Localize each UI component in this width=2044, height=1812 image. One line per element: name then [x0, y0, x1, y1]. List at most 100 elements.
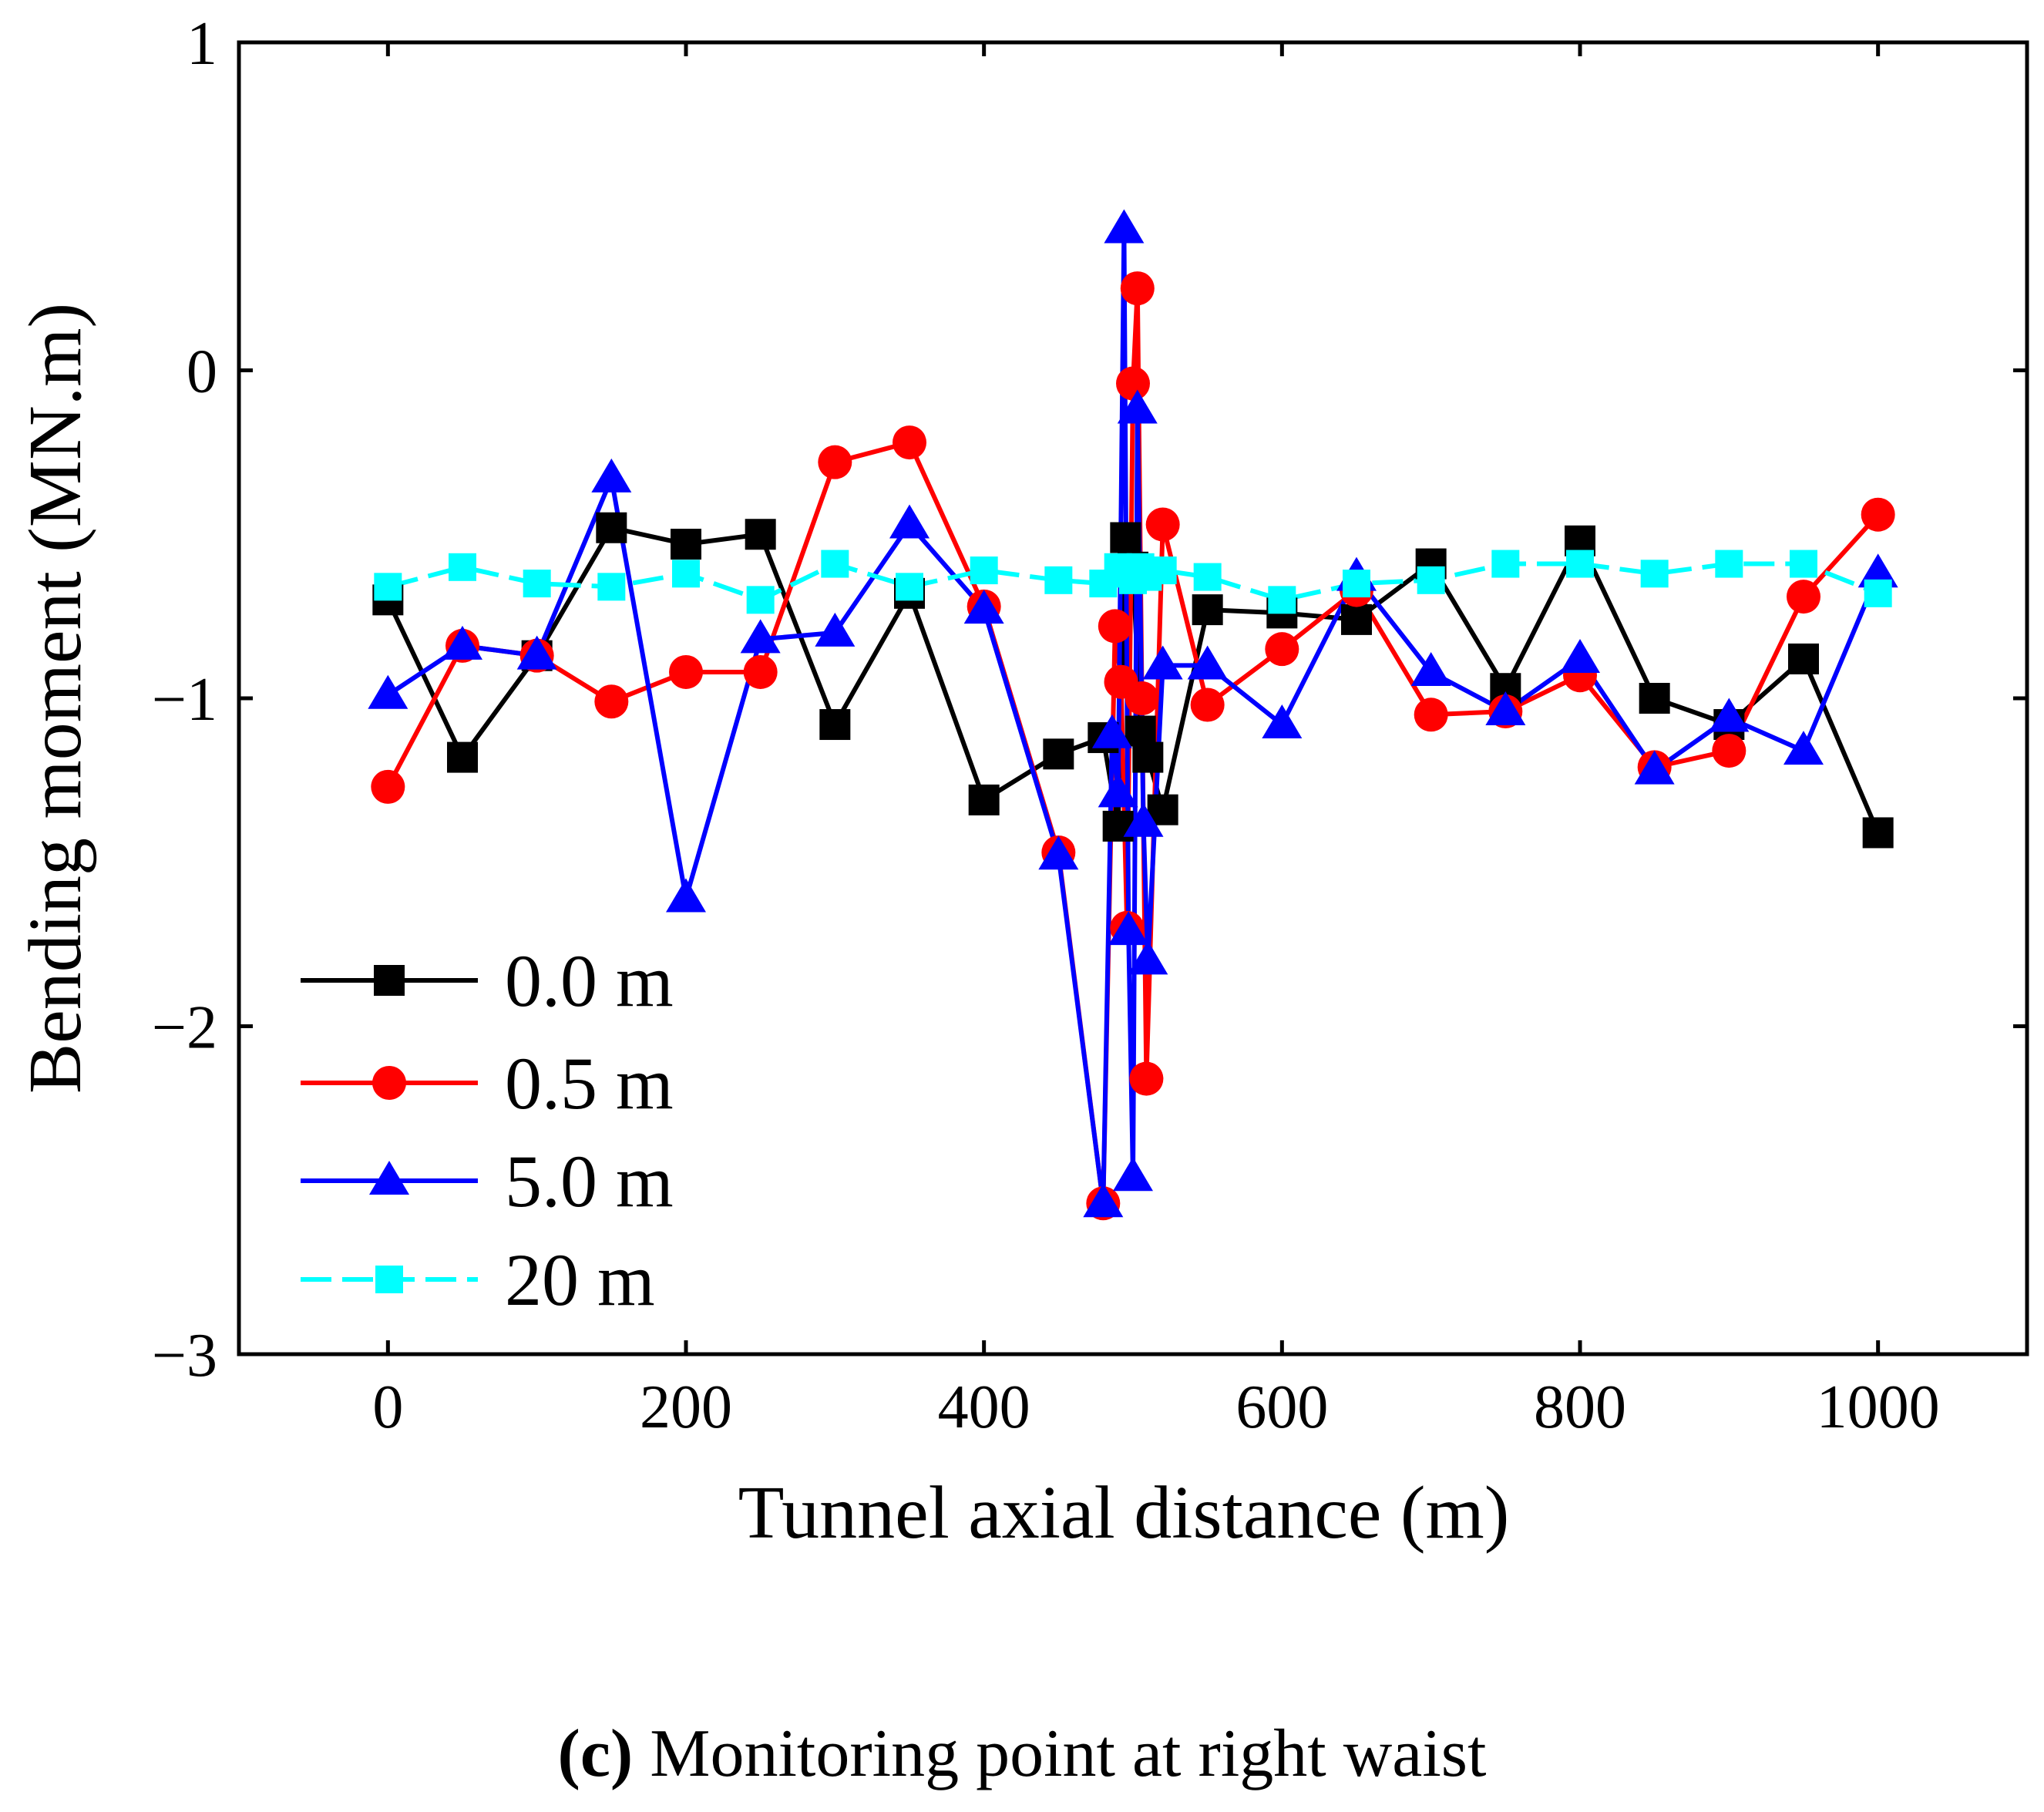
series-2-point-7 — [889, 504, 930, 539]
series-1-point-15 — [1120, 271, 1155, 306]
series-3-point-23 — [1640, 560, 1669, 588]
series-2-point-2 — [516, 635, 557, 670]
series-2-point-11 — [1091, 714, 1132, 748]
series-0-point-14 — [1125, 715, 1156, 747]
series-1-point-27 — [1787, 580, 1820, 614]
series-markers — [368, 209, 1898, 1221]
legend-marker-0 — [374, 965, 405, 996]
series-1-point-28 — [1861, 497, 1895, 532]
series-3-point-22 — [1566, 550, 1594, 578]
y-tick-label-3: 0 — [187, 338, 217, 406]
series-3-point-24 — [1715, 550, 1743, 578]
series-2-point-0 — [368, 674, 408, 709]
series-1-point-3 — [594, 684, 629, 719]
series-line-3 — [387, 561, 1879, 603]
series-1-point-6 — [818, 445, 852, 479]
series-3-point-26 — [1864, 579, 1892, 607]
legend-marker-1 — [372, 1066, 406, 1100]
series-3-point-17 — [1193, 563, 1222, 591]
series-2-point-16 — [1117, 389, 1158, 424]
x-tick-label-2: 400 — [938, 1373, 1030, 1441]
series-1-point-22 — [1414, 698, 1448, 732]
series-3-point-0 — [374, 573, 402, 601]
series-3-point-4 — [672, 560, 700, 588]
series-0-point-25 — [1788, 643, 1819, 674]
series-1-point-20 — [1265, 632, 1299, 667]
series-0-point-5 — [745, 519, 776, 550]
x-tick-label-4: 800 — [1534, 1373, 1626, 1441]
series-1-point-5 — [743, 654, 778, 689]
series-2-point-26 — [1634, 750, 1675, 785]
legend-label-2: 5.0 m — [505, 1140, 674, 1222]
series-2-point-12 — [1098, 773, 1138, 808]
legend-entry-1: 0.5 m — [301, 1042, 674, 1125]
series-2-point-8 — [963, 590, 1004, 624]
series-2-point-18 — [1128, 940, 1168, 975]
y-tick-label-0: −3 — [152, 1322, 217, 1390]
series-3-point-16 — [1148, 556, 1177, 585]
series-1-point-18 — [1145, 507, 1180, 542]
series-0-point-12 — [1110, 522, 1141, 553]
series-0-point-6 — [819, 709, 851, 741]
series-1-point-16 — [1125, 681, 1159, 715]
series-1-point-0 — [371, 769, 405, 804]
series-3-point-8 — [970, 556, 998, 585]
series-0-point-8 — [968, 784, 1000, 815]
series-0-point-9 — [1043, 738, 1074, 770]
series-2-point-24 — [1485, 691, 1526, 726]
series-0-point-1 — [447, 741, 478, 773]
series-0-point-17 — [1192, 594, 1223, 626]
legend-label-3: 20 m — [505, 1239, 655, 1321]
series-3-point-18 — [1268, 586, 1296, 614]
axis-ticks: 0 200 400 600 800 1000 −3 −2 −1 0 1 — [152, 10, 2027, 1441]
caption-text: Monitoring point at right waist — [633, 1716, 1487, 1791]
series-1-point-4 — [669, 654, 703, 689]
series-2-point-19 — [1142, 645, 1183, 680]
series-1-point-11 — [1098, 609, 1132, 644]
series-2-point-14 — [1108, 911, 1149, 946]
series-3-point-20 — [1417, 566, 1445, 594]
series-2-point-6 — [815, 612, 856, 647]
legend-entry-0: 0.0 m — [301, 940, 674, 1022]
series-1-point-26 — [1712, 734, 1746, 768]
series-1-point-14 — [1116, 366, 1150, 401]
y-tick-label-4: 1 — [187, 10, 217, 78]
series-2-point-1 — [442, 625, 482, 660]
legend-label-1: 0.5 m — [505, 1042, 674, 1125]
series-3-point-25 — [1790, 550, 1817, 578]
x-tick-label-3: 600 — [1235, 1373, 1328, 1441]
series-3-point-21 — [1491, 550, 1520, 578]
series-3-point-5 — [746, 586, 775, 614]
legend-entry-3: 20 m — [301, 1239, 655, 1321]
series-1-point-17 — [1129, 1061, 1164, 1096]
legend-marker-2 — [369, 1161, 409, 1195]
series-2-point-29 — [1857, 553, 1898, 588]
series-3-point-3 — [597, 573, 626, 601]
series-2-point-28 — [1783, 731, 1824, 765]
series-1-point-19 — [1190, 687, 1225, 722]
series-3-point-2 — [523, 570, 551, 598]
series-2-point-5 — [740, 619, 781, 654]
x-axis-title: Tunnel axial distance (m) — [738, 1471, 1510, 1555]
series-1-point-7 — [893, 425, 926, 460]
caption-tag: (c) — [557, 1716, 634, 1791]
series-0-point-26 — [1862, 817, 1894, 849]
series-3-point-9 — [1044, 566, 1073, 594]
series-2-point-17 — [1123, 802, 1164, 837]
x-tick-label-0: 0 — [372, 1373, 403, 1441]
y-tick-label-1: −2 — [152, 994, 217, 1062]
legend-entry-2: 5.0 m — [301, 1140, 674, 1222]
x-tick-label-1: 200 — [640, 1373, 732, 1441]
series-0-point-23 — [1639, 683, 1670, 714]
series-0-point-4 — [671, 529, 701, 560]
series-2-point-23 — [1410, 651, 1451, 686]
series-2-point-27 — [1709, 698, 1750, 732]
y-tick-label-2: −1 — [152, 666, 217, 734]
legend: 0.0 m 0.5 m 5.0 m 20 m — [301, 940, 674, 1321]
series-3-point-7 — [896, 573, 923, 601]
figure-caption: (c) Monitoring point at right waist — [0, 1715, 2044, 1793]
series-2-point-9 — [1038, 835, 1079, 870]
series-2-point-4 — [666, 878, 706, 913]
series-0-point-11 — [1102, 810, 1134, 842]
